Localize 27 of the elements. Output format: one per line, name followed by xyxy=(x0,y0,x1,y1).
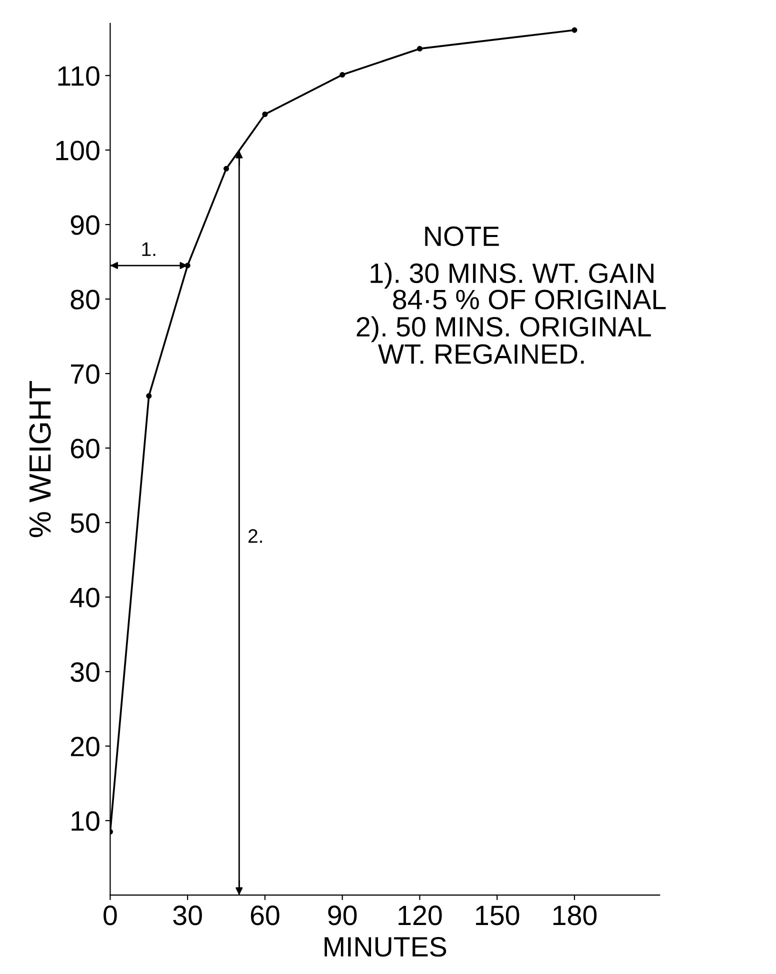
y-tick-label: 20 xyxy=(70,736,100,756)
y-tick-label: 70 xyxy=(71,364,100,384)
annotation: 84·5 % OF ORIGINAL xyxy=(393,290,666,310)
y-tick-label: 10 xyxy=(72,811,100,831)
y-axis-title: % WEIGHT xyxy=(29,381,51,538)
x-tick-label: 150 xyxy=(476,906,520,926)
y-tick-label: 110 xyxy=(58,66,100,86)
x-tick-label: 180 xyxy=(553,906,597,926)
x-tick-label: 60 xyxy=(250,906,280,926)
y-tick-label: 90 xyxy=(70,215,100,235)
x-tick-label: 30 xyxy=(173,906,202,926)
y-tick-label: 100 xyxy=(56,140,100,160)
annotation: WT. REGAINED. xyxy=(378,344,584,364)
x-tick-label: 0 xyxy=(104,906,117,926)
x-tick-label: 120 xyxy=(398,906,442,926)
y-tick-label: 80 xyxy=(70,290,100,310)
x-tick-label: 90 xyxy=(328,906,357,926)
y-tick-label: 40 xyxy=(70,588,100,608)
annotation: 2. xyxy=(248,529,262,543)
annotation: 1. xyxy=(142,242,156,256)
y-tick-label: 30 xyxy=(70,662,100,682)
y-tick-label: 60 xyxy=(70,438,100,458)
annotation: NOTE xyxy=(425,226,499,246)
x-axis-title: MINUTES xyxy=(324,937,446,957)
y-tick-label: 50 xyxy=(70,513,100,533)
annotation: 2). 50 MINS. ORIGINAL xyxy=(356,316,651,342)
annotation: 1). 30 MINS. WT. GAIN xyxy=(370,262,654,289)
